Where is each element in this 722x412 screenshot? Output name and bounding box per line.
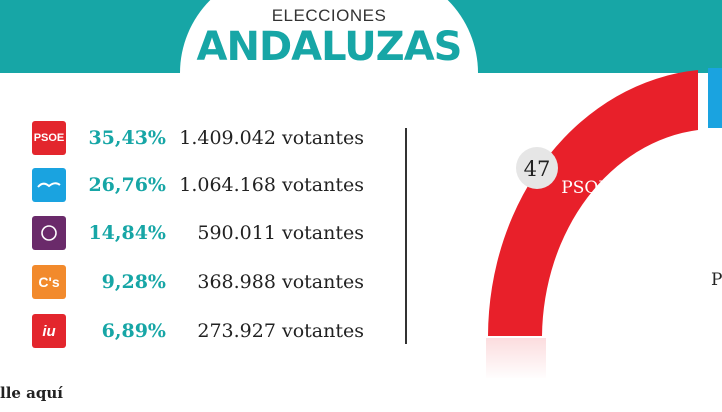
pp-gull-icon xyxy=(37,182,61,188)
seat-badge xyxy=(516,147,558,189)
result-votes: 273.927 votantes xyxy=(197,320,364,342)
chart-segment-pp xyxy=(708,68,722,128)
segment-label-psoe: PSOE xyxy=(561,178,610,198)
result-row-pp: 26,76% 1.064.168 votantes xyxy=(0,166,400,206)
result-row-iu: iu 6,89% 273.927 votantes xyxy=(0,312,400,352)
page-title: ANDALUZAS xyxy=(196,24,463,70)
chart-segment-psoe xyxy=(488,70,698,336)
iu-logo-icon: iu xyxy=(32,314,66,348)
cs-logo-icon: C's xyxy=(32,265,66,299)
result-percent: 6,89% xyxy=(101,320,166,342)
podemos-logo-icon xyxy=(32,216,66,250)
pp-logo-icon xyxy=(32,168,66,202)
psoe-logo-icon: PSOE xyxy=(32,121,66,155)
footer-link-text: lle aquí xyxy=(0,384,63,402)
result-votes: 1.409.042 votantes xyxy=(179,127,364,149)
seat-count: 47 xyxy=(524,157,551,181)
result-votes: 368.988 votantes xyxy=(197,271,364,293)
result-percent: 14,84% xyxy=(88,222,166,244)
result-percent: 26,76% xyxy=(88,174,166,196)
title-pill xyxy=(180,0,478,73)
result-percent: 9,28% xyxy=(101,271,166,293)
result-votes: 590.011 votantes xyxy=(197,222,364,244)
title-small: ELECCIONES xyxy=(271,6,387,25)
podemos-circle-icon xyxy=(41,225,57,241)
result-row-psoe: PSOE 35,43% 1.409.042 votantes xyxy=(0,119,400,159)
segment-label-pp: P xyxy=(711,270,722,290)
reflection-fade xyxy=(484,336,548,380)
column-divider xyxy=(405,128,407,344)
result-row-cs: C's 9,28% 368.988 votantes xyxy=(0,263,400,303)
result-votes: 1.064.168 votantes xyxy=(179,174,364,196)
result-percent: 35,43% xyxy=(88,127,166,149)
result-row-podemos: 14,84% 590.011 votantes xyxy=(0,214,400,254)
